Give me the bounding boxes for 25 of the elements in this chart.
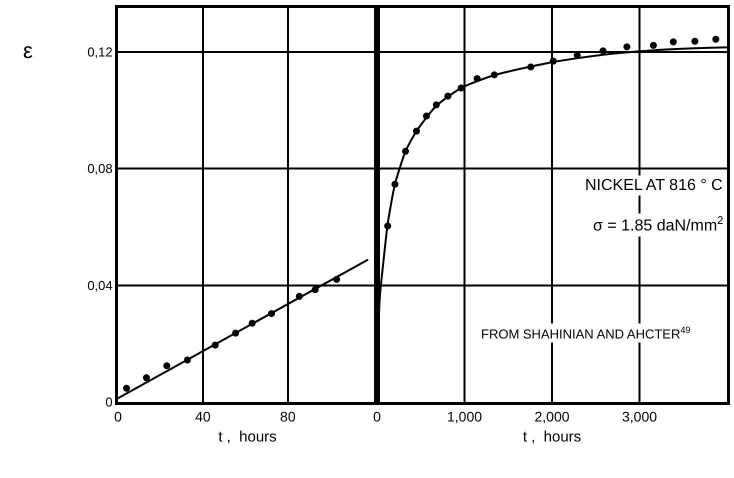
annotation: FROM SHAHINIAN AND AHCTER$^{49}$ [481, 325, 690, 342]
point [600, 47, 607, 54]
x-axis-title: t , hours [218, 428, 277, 446]
x-tick-label: 2,000 [534, 408, 570, 425]
x-tick-label: 0 [373, 408, 382, 425]
x-axis-title: t , hours [522, 428, 582, 446]
x-tick-label: 3,000 [622, 408, 658, 425]
annotation: NICKEL AT 816 ° C [585, 177, 723, 194]
annotation: σ = 1.85 daN/mm$^{2}$ [593, 215, 724, 235]
point [163, 362, 170, 370]
point [650, 42, 657, 49]
y-tick-label: 0,08 [87, 161, 113, 176]
point [691, 38, 698, 45]
point [142, 374, 150, 382]
x-tick-label: 80 [280, 408, 296, 425]
point [670, 38, 677, 46]
x-tick-label: 1,000 [446, 408, 482, 425]
x-tick-label: 40 [195, 408, 211, 425]
point [712, 36, 720, 43]
point [623, 43, 630, 50]
y-tick-label: 0,04 [87, 278, 113, 293]
y-tick-label: 0 [105, 394, 113, 410]
y-axis-title: ε [23, 38, 33, 63]
point [122, 384, 130, 392]
y-tick-label: 0,12 [87, 44, 113, 60]
